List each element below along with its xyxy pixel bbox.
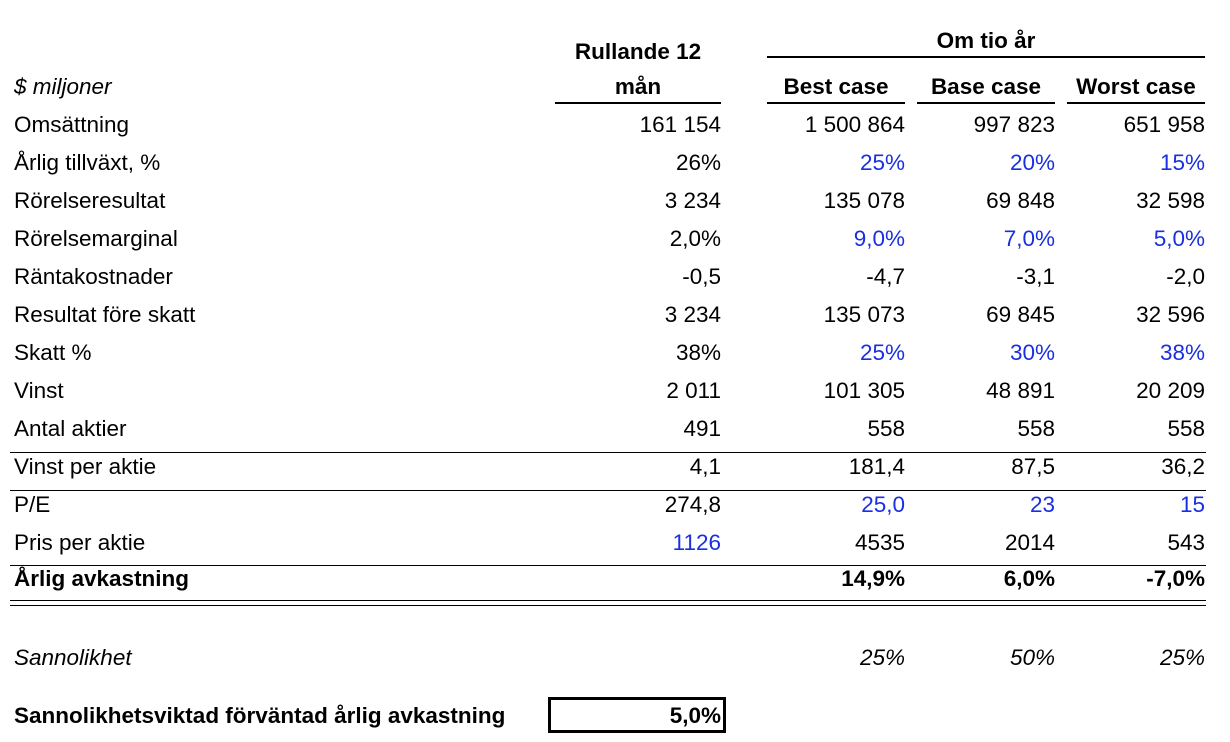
- annual-return-label: Årlig avkastning: [14, 566, 190, 591]
- best-case-header: Best case: [783, 74, 889, 99]
- row-label: Vinst per aktie: [14, 454, 157, 479]
- weighted-return-box: [548, 697, 726, 733]
- worst-case-header: Worst case: [1076, 74, 1196, 99]
- cell-rolling: 26%: [675, 150, 721, 175]
- cell-base: 2014: [1004, 530, 1055, 555]
- cell-best: 9,0%: [853, 226, 905, 251]
- cell-worst: 558: [1167, 416, 1205, 441]
- cell-worst: 32 596: [1136, 302, 1205, 327]
- cell-worst: 5,0%: [1153, 226, 1205, 251]
- rolling-header-line1: Rullande 12: [574, 39, 702, 64]
- cell-best: 4535: [854, 530, 905, 555]
- cell-worst: 651 958: [1123, 112, 1205, 137]
- cell-rolling: 161 154: [639, 112, 721, 137]
- units-label: $ miljoner: [14, 74, 112, 99]
- cell-rolling: 1126: [672, 530, 721, 555]
- row-label: Årlig tillväxt, %: [14, 150, 161, 175]
- cell-rolling: 3 234: [664, 188, 721, 213]
- annual-return-worst: -7,0%: [1146, 566, 1205, 591]
- annual-return-base: 6,0%: [1003, 566, 1055, 591]
- cell-worst: 36,2: [1161, 454, 1205, 479]
- cell-best: 25%: [859, 150, 905, 175]
- cell-base: 23: [1029, 492, 1055, 517]
- weighted-return-value: 5,0%: [669, 703, 721, 728]
- row-label: Omsättning: [14, 112, 130, 137]
- probability-base: 50%: [1009, 645, 1055, 670]
- cell-rolling: 2 011: [666, 378, 721, 403]
- cell-worst: 15%: [1159, 150, 1205, 175]
- cell-rolling: 3 234: [664, 302, 721, 327]
- cell-base: 48 891: [986, 378, 1055, 403]
- group-header: Om tio år: [936, 28, 1036, 53]
- row-label: Rörelseresultat: [14, 188, 166, 213]
- separator-after-eps: [10, 490, 1206, 491]
- group-header-underline: [767, 56, 1205, 58]
- cell-base: 69 845: [986, 302, 1055, 327]
- cell-best: 135 073: [823, 302, 905, 327]
- cell-rolling: 4,1: [689, 454, 721, 479]
- cell-base: 87,5: [1011, 454, 1055, 479]
- worst-case-underline: [1067, 102, 1205, 104]
- rolling-header-underline: [555, 102, 721, 104]
- separator-before-return: [10, 565, 1206, 566]
- cell-base: 30%: [1009, 340, 1055, 365]
- separator-before-eps: [10, 452, 1206, 453]
- cell-rolling: 491: [683, 416, 721, 441]
- annual-return-best: 14,9%: [841, 566, 905, 591]
- rolling-header-line2: mån: [614, 74, 662, 99]
- row-label: Skatt %: [14, 340, 92, 365]
- row-label: Pris per aktie: [14, 530, 146, 555]
- row-label: Resultat före skatt: [14, 302, 196, 327]
- cell-worst: 32 598: [1136, 188, 1205, 213]
- cell-base: 69 848: [986, 188, 1055, 213]
- cell-best: 1 500 864: [804, 112, 905, 137]
- cell-worst: 543: [1167, 530, 1205, 555]
- cell-best: 25%: [859, 340, 905, 365]
- cell-best: 25,0: [861, 492, 905, 517]
- best-case-underline: [767, 102, 905, 104]
- cell-base: 7,0%: [1003, 226, 1055, 251]
- probability-label: Sannolikhet: [14, 645, 132, 670]
- cell-best: 101 305: [823, 378, 905, 403]
- cell-rolling: -0,5: [682, 264, 721, 289]
- cell-worst: 20 209: [1136, 378, 1205, 403]
- cell-best: 135 078: [823, 188, 905, 213]
- double-line-bottom: [10, 605, 1206, 606]
- cell-rolling: 2,0%: [669, 226, 721, 251]
- row-label: Rörelsemarginal: [14, 226, 178, 251]
- weighted-return-label: Sannolikhetsviktad förväntad årlig avkas…: [14, 703, 506, 728]
- cell-base: -3,1: [1016, 264, 1055, 289]
- probability-worst: 25%: [1159, 645, 1205, 670]
- base-case-header: Base case: [930, 74, 1042, 99]
- double-line-top: [10, 600, 1206, 601]
- row-label: P/E: [14, 492, 51, 517]
- cell-base: 997 823: [973, 112, 1055, 137]
- row-label: Antal aktier: [14, 416, 127, 441]
- base-case-underline: [917, 102, 1055, 104]
- cell-worst: -2,0: [1166, 264, 1205, 289]
- cell-base: 20%: [1009, 150, 1055, 175]
- cell-rolling: 274,8: [664, 492, 721, 517]
- cell-best: -4,7: [866, 264, 905, 289]
- row-label: Räntakostnader: [14, 264, 173, 289]
- cell-worst: 38%: [1159, 340, 1205, 365]
- cell-rolling: 38%: [675, 340, 721, 365]
- cell-best: 181,4: [848, 454, 905, 479]
- cell-base: 558: [1017, 416, 1055, 441]
- cell-worst: 15: [1179, 492, 1205, 517]
- row-label: Vinst: [14, 378, 64, 403]
- cell-best: 558: [867, 416, 905, 441]
- probability-best: 25%: [859, 645, 905, 670]
